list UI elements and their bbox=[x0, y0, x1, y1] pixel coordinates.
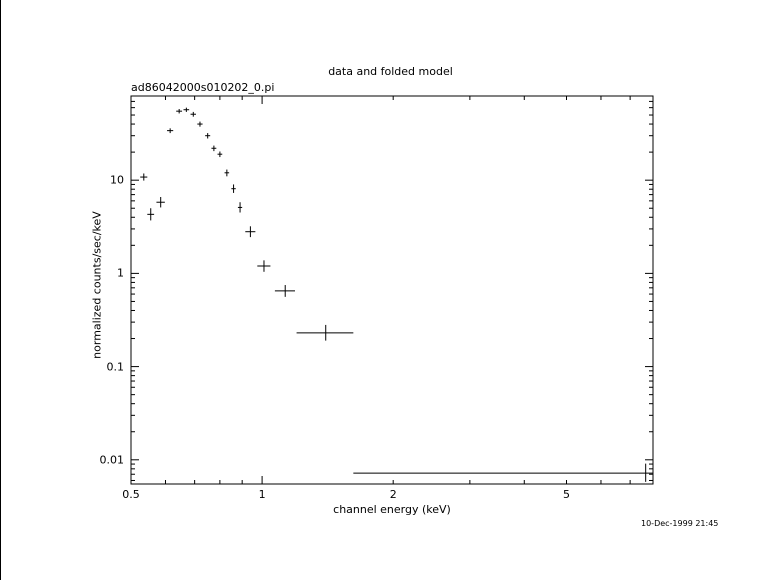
data-point bbox=[245, 226, 256, 238]
data-point bbox=[183, 107, 190, 112]
x-tick-label: 5 bbox=[562, 488, 570, 501]
data-point bbox=[197, 121, 203, 127]
x-tick-label: 2 bbox=[389, 488, 397, 501]
x-tick-label: 1 bbox=[258, 488, 266, 501]
data-points bbox=[140, 107, 653, 482]
data-point bbox=[211, 145, 217, 152]
data-point bbox=[140, 173, 148, 181]
data-point bbox=[217, 151, 223, 158]
data-point bbox=[231, 184, 236, 193]
data-point bbox=[274, 285, 295, 297]
x-axis-label: channel energy (keV) bbox=[333, 503, 451, 516]
window-left-border bbox=[0, 0, 1, 580]
data-point bbox=[156, 196, 165, 208]
data-point bbox=[353, 463, 653, 482]
axis-ticks bbox=[130, 95, 653, 484]
y-axis-label: normalized counts/sec/keV bbox=[90, 211, 104, 359]
chart-subtitle: ad86042000s010202_0.pi bbox=[131, 81, 275, 94]
data-point bbox=[224, 169, 230, 177]
y-tick-label: 10 bbox=[110, 173, 124, 187]
x-tick-label: 0.5 bbox=[122, 488, 140, 501]
timestamp: 10-Dec-1999 21:45 bbox=[641, 519, 719, 528]
y-tick-label: 0.1 bbox=[106, 360, 125, 374]
data-point bbox=[296, 324, 354, 341]
data-point bbox=[237, 202, 243, 213]
data-point bbox=[257, 260, 271, 272]
data-point bbox=[167, 128, 174, 134]
plot-frame bbox=[130, 95, 654, 485]
data-point bbox=[176, 109, 183, 114]
data-point bbox=[190, 111, 196, 117]
y-tick-label: 1 bbox=[117, 266, 124, 280]
data-point bbox=[205, 133, 211, 139]
chart-title: data and folded model bbox=[328, 65, 453, 78]
y-tick-label: 0.01 bbox=[99, 453, 125, 467]
data-point bbox=[147, 208, 155, 221]
